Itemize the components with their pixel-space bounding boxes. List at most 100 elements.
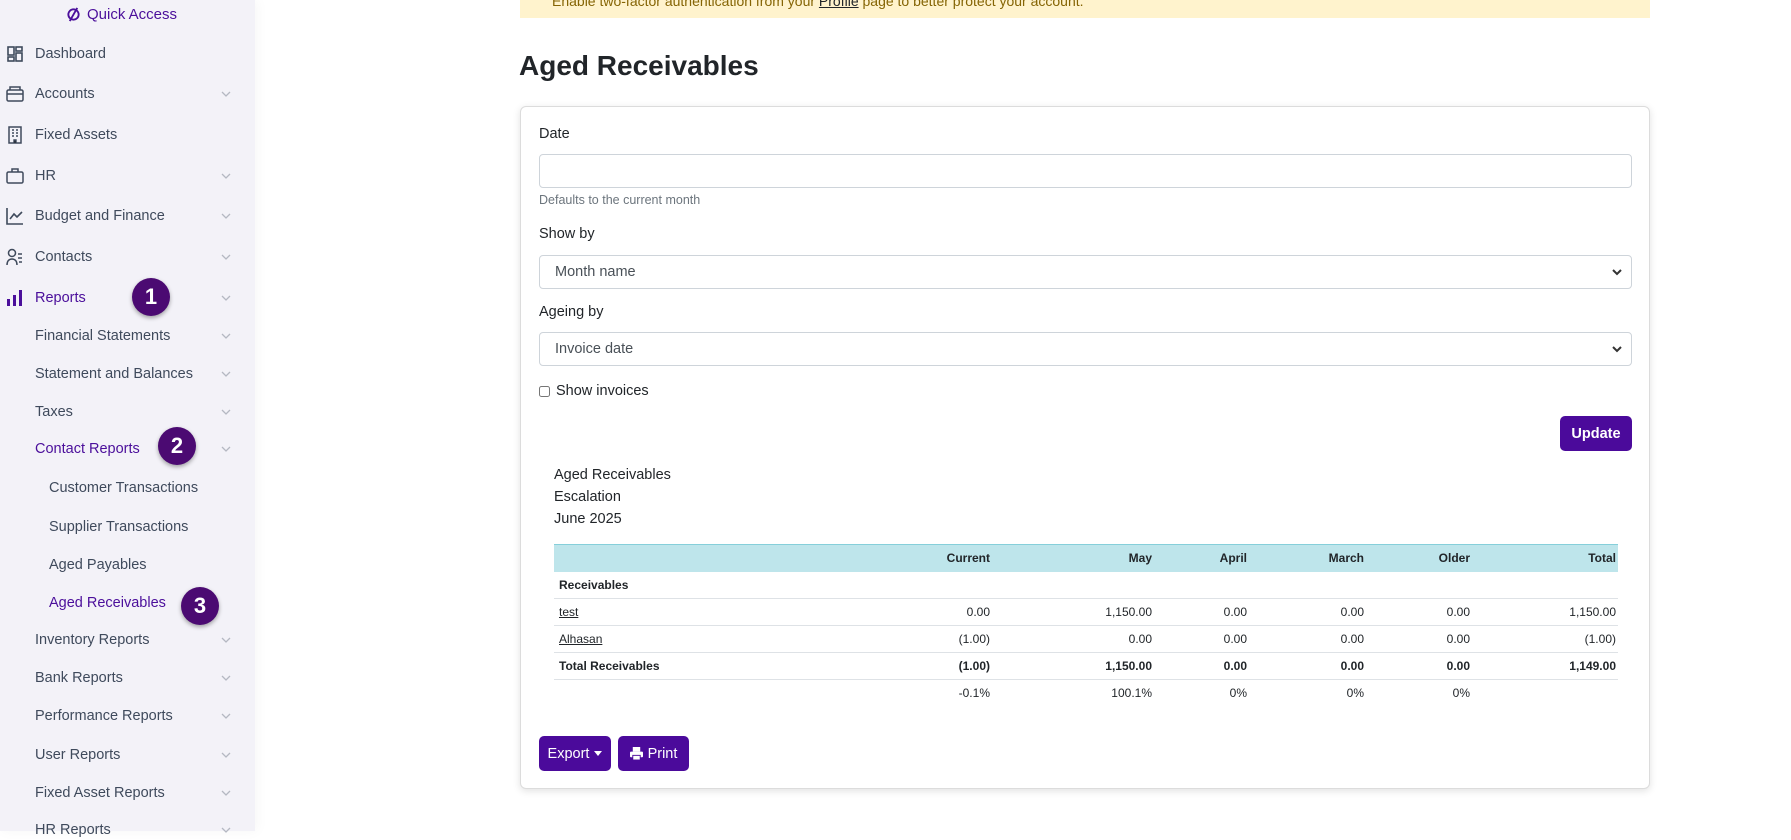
show-by-label: Show by xyxy=(539,226,595,242)
section-row: Receivables xyxy=(554,571,1618,599)
table-cell: 1,150.00 xyxy=(1472,598,1618,626)
sidebar-item-label: Fixed Asset Reports xyxy=(35,785,165,801)
print-label: Print xyxy=(647,745,678,762)
sidebar-item-accounts[interactable]: Accounts xyxy=(0,84,255,104)
sidebar-subitem-inventory-reports[interactable]: Inventory Reports xyxy=(0,630,255,650)
print-button[interactable]: Print xyxy=(618,736,689,771)
chevron-down-icon xyxy=(221,713,231,719)
building-icon xyxy=(8,126,22,144)
sidebar-subitem-bank-reports[interactable]: Bank Reports xyxy=(0,668,255,688)
chevron-down-icon xyxy=(221,409,231,415)
sidebar-item-label: HR xyxy=(35,168,56,184)
quick-access-label: Quick Access xyxy=(87,6,178,23)
chevron-down-icon xyxy=(221,637,231,643)
table-cell: 0.00 xyxy=(1154,652,1249,680)
table-cell: 0.00 xyxy=(1154,598,1249,626)
table-cell: 0.00 xyxy=(1366,625,1472,653)
chevron-down-icon xyxy=(221,752,231,758)
sidebar-item-hr[interactable]: HR xyxy=(0,166,255,186)
chevron-down-icon xyxy=(1612,269,1622,276)
table-header: Current May April March Older Total xyxy=(554,544,1618,572)
sidebar-subitem-customer-transactions[interactable]: Customer Transactions xyxy=(0,478,255,498)
chevron-down-icon xyxy=(221,371,231,377)
caret-down-icon xyxy=(594,750,603,756)
table-cell: 0.00 xyxy=(1249,625,1366,653)
date-input[interactable] xyxy=(539,154,1632,188)
contact-link[interactable]: test xyxy=(559,605,579,619)
table-cell xyxy=(554,680,924,707)
show-by-value: Month name xyxy=(555,264,636,280)
step-badge-1: 1 xyxy=(132,278,170,316)
bar-chart-icon xyxy=(7,290,22,306)
table-row: Alhasan (1.00) 0.00 0.00 0.00 0.00 (1.00) xyxy=(554,625,1618,653)
table-cell: 0.00 xyxy=(992,625,1154,653)
table-cell: test xyxy=(554,598,924,626)
table-cell: 1,150.00 xyxy=(992,598,1154,626)
chevron-down-icon xyxy=(221,213,231,219)
sidebar-item-label: Aged Payables xyxy=(49,557,147,573)
ageing-by-label: Ageing by xyxy=(539,304,604,320)
two-factor-banner: Enable two-factor authentication from yo… xyxy=(520,0,1650,18)
sidebar-item-label: Fixed Assets xyxy=(35,127,118,143)
table-cell: Alhasan xyxy=(554,625,924,653)
chevron-down-icon xyxy=(221,675,231,681)
total-row: Total Receivables (1.00) 1,150.00 0.00 0.00 0… xyxy=(554,652,1618,680)
sidebar-item-label: Customer Transactions xyxy=(49,480,199,496)
sidebar-subitem-statement-and-balances[interactable]: Statement and Balances xyxy=(0,364,255,384)
table-cell xyxy=(1472,680,1618,707)
sidebar-subitem-user-reports[interactable]: User Reports xyxy=(0,745,255,765)
sidebar-subitem-contact-reports[interactable]: Contact Reports xyxy=(0,439,255,459)
ageing-by-select[interactable]: Invoice date xyxy=(539,332,1632,366)
contacts-icon xyxy=(6,248,22,266)
sidebar-item-label: Contacts xyxy=(35,249,93,265)
table-cell: (1.00) xyxy=(924,652,992,680)
export-label: Export xyxy=(547,745,590,762)
sidebar-subitem-financial-statements[interactable]: Financial Statements xyxy=(0,326,255,346)
sidebar-subitem-aged-receivables[interactable]: Aged Receivables xyxy=(0,593,255,613)
sidebar-subitem-fixed-asset-reports[interactable]: Fixed Asset Reports xyxy=(0,783,255,803)
report-title: Aged Receivables xyxy=(554,467,671,483)
chevron-down-icon xyxy=(221,790,231,796)
chevron-down-icon xyxy=(221,91,231,97)
ageing-by-value: Invoice date xyxy=(555,341,634,357)
quick-access-link[interactable]: Quick Access xyxy=(66,6,177,23)
table-cell: 100.1% xyxy=(1111,686,1152,701)
sidebar-item-label: Budget and Finance xyxy=(35,208,165,224)
sidebar-item-label: Inventory Reports xyxy=(35,632,150,648)
export-button[interactable]: Export xyxy=(539,736,611,771)
sidebar-item-label: Dashboard xyxy=(35,46,106,62)
col-header-march: March xyxy=(1249,544,1366,572)
sidebar-subitem-supplier-transactions[interactable]: Supplier Transactions xyxy=(0,517,255,537)
sidebar-item-budget-and-finance[interactable]: Budget and Finance xyxy=(0,206,255,226)
sidebar-item-reports[interactable]: Reports xyxy=(0,288,255,308)
sidebar-item-contacts[interactable]: Contacts xyxy=(0,247,255,267)
sidebar-item-label: Aged Receivables xyxy=(49,595,166,611)
show-by-select[interactable]: Month name xyxy=(539,255,1632,289)
chevron-down-icon xyxy=(221,333,231,339)
contact-link[interactable]: Alhasan xyxy=(559,632,603,646)
table-cell: 0% xyxy=(1452,686,1470,701)
sidebar-subitem-aged-payables[interactable]: Aged Payables xyxy=(0,555,255,575)
sidebar-item-fixed-assets[interactable]: Fixed Assets xyxy=(0,125,255,145)
table-cell: 0% xyxy=(1346,686,1364,701)
sidebar-item-label: Supplier Transactions xyxy=(49,519,189,535)
col-header-total: Total xyxy=(1472,544,1618,572)
sidebar-subitem-taxes[interactable]: Taxes xyxy=(0,402,255,422)
profile-link[interactable]: Profile xyxy=(818,0,859,9)
aged-receivables-table: Current May April March Older Total Rece… xyxy=(554,544,1618,707)
show-invoices-row: Show invoices xyxy=(539,383,649,399)
chevron-down-icon xyxy=(221,446,231,452)
sidebar-item-dashboard[interactable]: Dashboard xyxy=(0,44,255,64)
sidebar-subitem-hr-reports[interactable]: HR Reports xyxy=(0,820,255,840)
wallet-icon xyxy=(6,86,24,102)
chevron-down-icon xyxy=(221,827,231,833)
show-invoices-checkbox[interactable] xyxy=(539,385,550,397)
table-cell: 0.00 xyxy=(1154,625,1249,653)
update-button[interactable]: Update xyxy=(1560,416,1632,451)
sidebar-item-label: Statement and Balances xyxy=(35,366,193,382)
table-cell: (1.00) xyxy=(1472,625,1618,653)
table-cell: 0% xyxy=(1229,686,1247,701)
percent-row: -0.1% 100.1% 0% 0% 0% xyxy=(554,680,1618,707)
sidebar-subitem-performance-reports[interactable]: Performance Reports xyxy=(0,706,255,726)
report-card: Date Defaults to the current month Show … xyxy=(520,106,1650,789)
